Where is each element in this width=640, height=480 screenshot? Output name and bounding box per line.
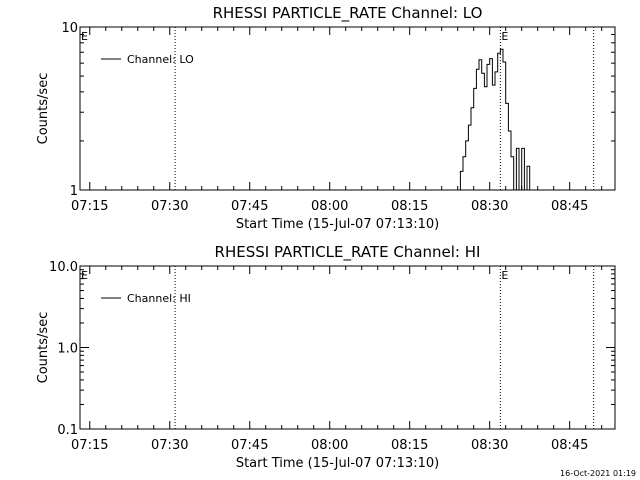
x-tick-label: 08:30: [471, 438, 508, 453]
series-line-Channel: LO: [457, 48, 533, 191]
x-tick-label: 08:45: [551, 199, 588, 214]
edge-marker-label: E: [81, 269, 88, 282]
y-tick-label: 10.0: [49, 260, 78, 275]
x-tick-label: 07:45: [231, 199, 268, 214]
y-tick-label: 10: [61, 21, 78, 36]
x-tick-label: 08:00: [311, 199, 348, 214]
x-tick-label: 08:15: [391, 199, 428, 214]
legend-label: Channel: HI: [127, 292, 191, 305]
x-tick-label: 08:45: [551, 438, 588, 453]
x-tick-label: 08:15: [391, 438, 428, 453]
generated-timestamp: 16-Oct-2021 01:19: [560, 469, 636, 478]
plot-frame: [79, 26, 616, 191]
x-tick-label: 08:30: [471, 199, 508, 214]
legend-label: Channel: LO: [127, 53, 194, 66]
x-tick-label: 07:15: [71, 438, 108, 453]
y-tick-label: 0.1: [57, 423, 78, 438]
chart-title: RHESSI PARTICLE_RATE Channel: LO: [213, 4, 483, 23]
x-tick-label: 07:45: [231, 438, 268, 453]
edge-marker-label: E: [81, 30, 88, 43]
event-marker-label: E: [501, 269, 508, 282]
x-axis-label: Start Time (15-Jul-07 07:13:10): [236, 456, 439, 471]
chart-title: RHESSI PARTICLE_RATE Channel: HI: [215, 243, 481, 262]
chart-panel-lo: RHESSI PARTICLE_RATE Channel: LO Counts/s…: [36, 4, 616, 232]
x-tick-label: 07:15: [71, 199, 108, 214]
event-marker-label: E: [501, 30, 508, 43]
y-axis-label: Counts/sec: [36, 312, 51, 384]
y-axis-label: Counts/sec: [36, 73, 51, 145]
y-tick-label: 1: [70, 184, 78, 199]
x-tick-label: 07:30: [151, 199, 188, 214]
plot-frame: [79, 265, 616, 430]
chart-panel-hi: RHESSI PARTICLE_RATE Channel: HI Counts/s…: [36, 243, 616, 471]
x-tick-label: 07:30: [151, 438, 188, 453]
x-axis-label: Start Time (15-Jul-07 07:13:10): [236, 217, 439, 232]
y-tick-label: 1.0: [57, 342, 78, 357]
x-tick-label: 08:00: [311, 438, 348, 453]
